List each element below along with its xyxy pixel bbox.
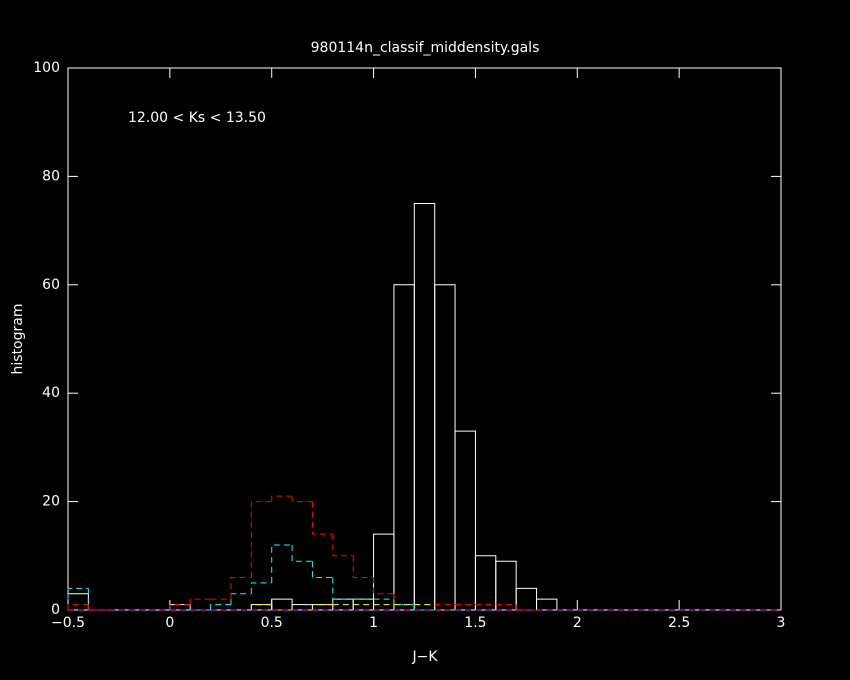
histogram-bin xyxy=(311,561,333,578)
y-tick-label: 100 xyxy=(33,60,60,76)
histogram-bin xyxy=(230,593,252,605)
x-tick-label: 3 xyxy=(777,615,786,631)
histogram-bin xyxy=(352,555,374,578)
histogram-bin xyxy=(250,604,273,610)
y-tick-label: 20 xyxy=(42,494,60,510)
histogram-bin xyxy=(311,501,333,535)
histogram-bin xyxy=(189,604,211,611)
histogram-bin xyxy=(250,501,272,578)
histogram-bin xyxy=(515,587,538,610)
histogram-bin xyxy=(536,598,558,610)
histogram-bin xyxy=(271,598,293,610)
histogram-bin xyxy=(311,604,334,610)
histogram-bin xyxy=(87,588,109,611)
x-tick-label: 1 xyxy=(369,615,378,631)
histogram-bin xyxy=(332,577,354,600)
histogram-bin xyxy=(67,604,89,610)
histogram-bin xyxy=(230,576,252,600)
y-axis-label: histogram xyxy=(10,304,26,375)
histogram-bin xyxy=(434,284,456,610)
histogram-bin xyxy=(169,604,191,610)
histogram-bin xyxy=(291,604,313,610)
x-axis-label: J−K xyxy=(411,649,438,665)
histogram-bin xyxy=(291,496,313,503)
y-tick-label: 0 xyxy=(51,602,60,618)
x-tick-label: 2.5 xyxy=(668,615,690,631)
histogram-bin xyxy=(474,555,497,610)
histogram-bin xyxy=(250,582,272,594)
x-tick-label: 2 xyxy=(573,615,582,631)
x-tick-label: 0.5 xyxy=(261,615,283,631)
histogram-bin xyxy=(393,593,415,606)
histogram-bin xyxy=(373,533,395,610)
histogram-bin xyxy=(495,560,517,610)
chart-title: 980114n_classif_middensity.gals xyxy=(311,40,540,56)
histogram-bin xyxy=(271,604,293,611)
histogram-bin xyxy=(393,284,415,610)
histogram-bin xyxy=(413,203,436,610)
histogram-bin xyxy=(67,587,89,610)
y-tick-label: 60 xyxy=(42,277,60,293)
histogram-bin xyxy=(210,604,231,610)
y-tick-label: 40 xyxy=(42,385,60,401)
histogram-bin xyxy=(413,604,435,611)
histogram-bin xyxy=(515,604,537,611)
histogram-bin xyxy=(169,604,191,610)
histogram-bin xyxy=(67,593,89,610)
x-tick-label: 1.5 xyxy=(464,615,486,631)
histogram-bin xyxy=(454,430,476,610)
histogram-bin xyxy=(87,604,109,611)
y-tick-label: 80 xyxy=(42,168,60,184)
histogram-bin xyxy=(373,577,394,595)
histogram-bin xyxy=(434,604,456,611)
histogram-bin xyxy=(169,604,191,610)
histogram-bin xyxy=(393,599,415,606)
histogram-bin xyxy=(291,544,313,562)
histogram-bin xyxy=(332,534,354,557)
histogram-bin xyxy=(250,604,272,610)
histogram-bin xyxy=(189,598,211,605)
plot-frame xyxy=(67,67,782,611)
histogram-bin xyxy=(271,495,293,502)
histogram-bin xyxy=(271,544,293,583)
x-tick-label: 0 xyxy=(165,615,174,631)
annotation: 12.00 < Ks < 13.50 xyxy=(128,110,266,126)
x-tick-label: −0.5 xyxy=(51,615,85,631)
histogram-bin xyxy=(311,604,333,610)
